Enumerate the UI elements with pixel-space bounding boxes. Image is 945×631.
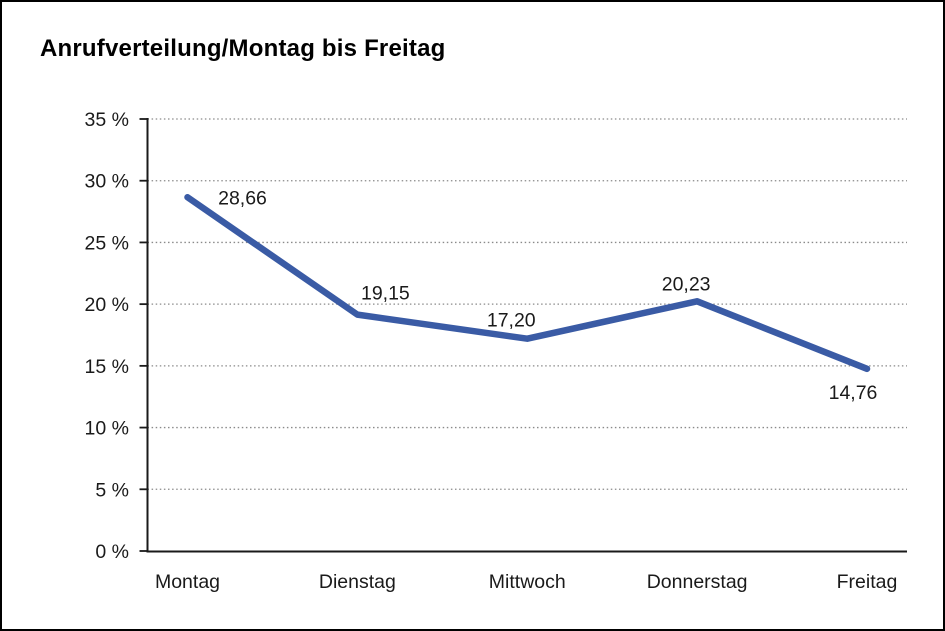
value-label-freitag: 14,76	[829, 382, 878, 404]
value-label-mittwoch: 17,20	[487, 310, 536, 332]
value-label-montag: 28,66	[218, 187, 267, 209]
y-tick-label-0: 0 %	[95, 541, 129, 563]
x-axis-label-mittwoch: Mittwoch	[489, 571, 566, 593]
y-tick-label-35: 35 %	[85, 109, 129, 131]
value-label-donnerstag: 20,23	[662, 273, 711, 295]
y-tick-label-20: 20 %	[85, 294, 129, 316]
y-axis-labels: 0 % 5 % 10 % 15 % 20 % 25 % 30 % 35 %	[85, 109, 129, 563]
y-tick-label-15: 15 %	[85, 356, 129, 378]
x-axis-label-freitag: Freitag	[837, 571, 898, 593]
gridlines	[147, 118, 907, 490]
chart-title: Anrufverteilung/Montag bis Freitag	[40, 35, 446, 62]
x-axis-label-montag: Montag	[155, 571, 220, 593]
y-tick-label-25: 25 %	[85, 232, 129, 254]
y-tick-label-10: 10 %	[85, 418, 129, 440]
value-labels: 28,66 19,15 17,20 20,23 14,76	[218, 187, 877, 404]
x-axis-label-dienstag: Dienstag	[319, 571, 396, 593]
y-tick-label-5: 5 %	[95, 479, 129, 501]
x-axis-label-donnerstag: Donnerstag	[647, 571, 748, 593]
axes	[146, 118, 907, 553]
series	[184, 194, 871, 373]
y-axis-ticks	[139, 118, 148, 552]
x-axis-labels: Montag Dienstag Mittwoch Donnerstag Freitag	[155, 571, 897, 593]
series-line-anrufverteilung	[184, 194, 871, 373]
value-label-dienstag: 19,15	[361, 283, 410, 305]
y-tick-label-30: 30 %	[85, 171, 129, 193]
